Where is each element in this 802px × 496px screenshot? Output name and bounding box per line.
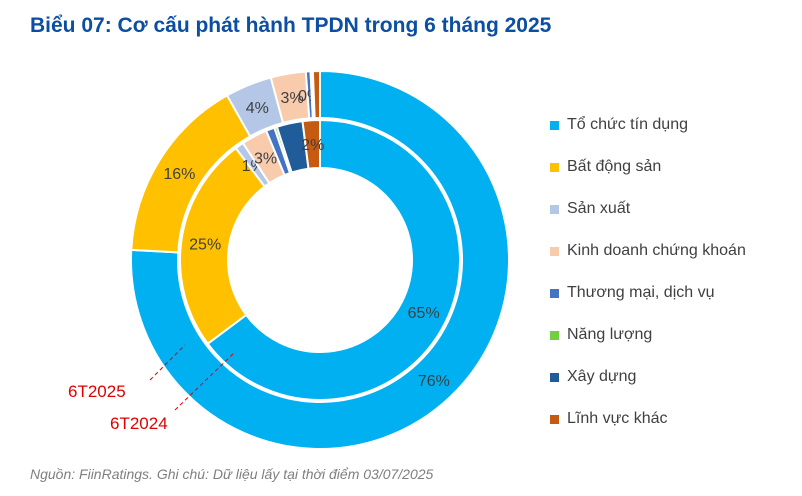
legend-swatch bbox=[550, 414, 559, 424]
data-label: 2% bbox=[301, 137, 324, 154]
legend-item: Kinh doanh chứng khoán bbox=[550, 230, 746, 272]
slice-6T2024-7 bbox=[301, 118, 321, 170]
legend: Tổ chức tín dụng Bất động sản Sản xuất Kinh… bbox=[550, 104, 746, 440]
slice-6T2025-0 bbox=[130, 69, 510, 450]
legend-item: Lĩnh vực khác bbox=[550, 398, 746, 440]
data-label: 3% bbox=[254, 151, 277, 168]
legend-item: Năng lượng bbox=[550, 314, 746, 356]
data-label: 25% bbox=[189, 237, 221, 254]
series-annotation-inner: 6T2024 bbox=[110, 414, 168, 433]
legend-swatch bbox=[550, 120, 559, 130]
legend-swatch bbox=[550, 204, 559, 214]
legend-swatch bbox=[550, 246, 559, 256]
data-label: 16% bbox=[163, 166, 195, 183]
legend-swatch bbox=[550, 372, 559, 382]
legend-item: Bất động sản bbox=[550, 146, 746, 188]
legend-swatch bbox=[550, 330, 559, 340]
slice-6T2024-0 bbox=[206, 118, 461, 401]
legend-label: Năng lượng bbox=[567, 326, 653, 343]
source-note: Nguồn: FiinRatings. Ghi chú: Dữ liệu lấy… bbox=[30, 466, 434, 482]
legend-item: Thương mại, dịch vụ bbox=[550, 272, 746, 314]
legend-swatch bbox=[550, 288, 559, 298]
annotation-line bbox=[149, 344, 186, 381]
legend-label: Kinh doanh chứng khoán bbox=[567, 242, 746, 259]
legend-label: Xây dựng bbox=[567, 368, 637, 385]
chart-title: Biểu 07: Cơ cấu phát hành TPDN trong 6 t… bbox=[30, 14, 552, 37]
legend-label: Thương mại, dịch vụ bbox=[567, 284, 715, 301]
legend-label: Tổ chức tín dụng bbox=[567, 116, 688, 133]
legend-label: Sản xuất bbox=[567, 200, 631, 217]
legend-label: Bất động sản bbox=[567, 158, 662, 175]
data-label: 4% bbox=[246, 100, 269, 117]
legend-item: Tổ chức tín dụng bbox=[550, 104, 746, 146]
slice-6T2025-7 bbox=[311, 69, 321, 120]
legend-item: Xây dựng bbox=[550, 356, 746, 398]
data-label: 65% bbox=[408, 305, 440, 322]
legend-item: Sản xuất bbox=[550, 188, 746, 230]
data-label: 3% bbox=[281, 90, 304, 107]
series-annotation-outer: 6T2025 bbox=[68, 382, 126, 401]
legend-swatch bbox=[550, 162, 559, 172]
data-label: 76% bbox=[418, 373, 450, 390]
legend-label: Lĩnh vực khác bbox=[567, 410, 668, 427]
